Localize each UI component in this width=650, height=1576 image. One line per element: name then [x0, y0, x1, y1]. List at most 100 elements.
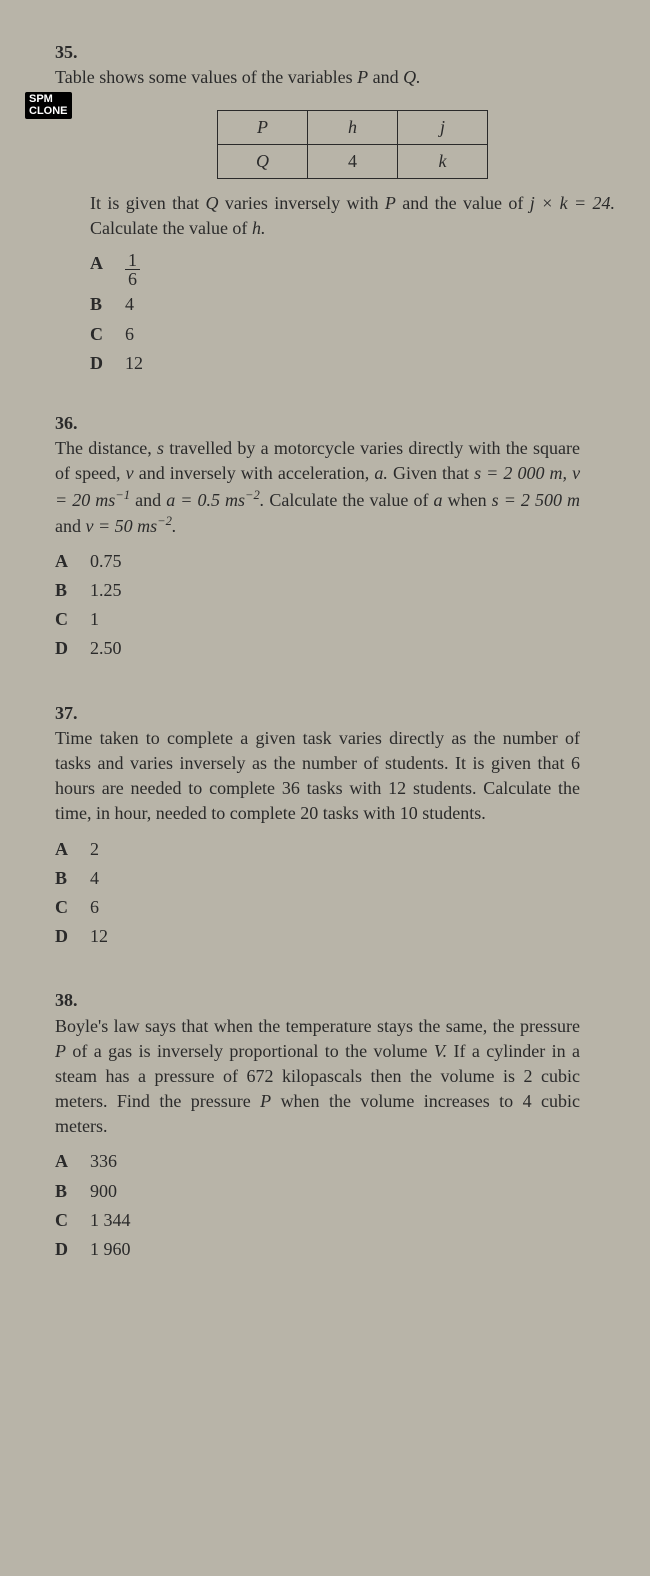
- q35-intro-text: Table shows some values of the variables: [55, 67, 353, 87]
- question-35: 35. Table shows some values of the varia…: [55, 40, 615, 376]
- option-d: D1 960: [55, 1237, 580, 1262]
- q36-eq2sup: −1: [115, 488, 130, 502]
- q36-eq5sup: −2: [157, 514, 172, 528]
- option-a: A 1 6: [90, 251, 615, 288]
- q36-t4: Given that: [393, 463, 469, 483]
- q37-number: 37.: [55, 701, 90, 726]
- q36-t7: when: [448, 490, 487, 510]
- q35-var-q: Q.: [403, 67, 421, 87]
- q36-t3: and inversely with acceleration,: [139, 463, 370, 483]
- opt-value: 1: [90, 607, 99, 632]
- q35-h: h.: [252, 218, 266, 238]
- option-a: A2: [55, 837, 580, 862]
- opt-letter: D: [55, 636, 90, 661]
- table-cell: 4: [308, 144, 398, 178]
- opt-letter: C: [55, 895, 90, 920]
- opt-letter: A: [55, 1149, 90, 1174]
- opt-value: 2.50: [90, 636, 122, 661]
- table-cell: Q: [218, 144, 308, 178]
- opt-value: 6: [90, 895, 99, 920]
- table-cell: P: [218, 110, 308, 144]
- option-d: D12: [55, 924, 580, 949]
- q36-t5: and: [135, 490, 161, 510]
- q37-text: Time taken to complete a given task vari…: [55, 728, 580, 824]
- opt-value: 2: [90, 837, 99, 862]
- table-cell: k: [398, 144, 488, 178]
- q37-body: Time taken to complete a given task vari…: [55, 726, 580, 954]
- q36-eq5a: v = 50 ms: [86, 516, 158, 536]
- opt-value: 1.25: [90, 578, 122, 603]
- frac-num: 1: [125, 251, 140, 270]
- table-cell: h: [308, 110, 398, 144]
- opt-letter: B: [55, 1179, 90, 1204]
- q37-options: A2 B4 C6 D12: [55, 837, 580, 950]
- q36-a: a.: [374, 463, 388, 483]
- q38-v: V.: [434, 1041, 447, 1061]
- q36-eq1: s = 2 000 m,: [474, 463, 567, 483]
- option-a: A0.75: [55, 549, 580, 574]
- q36-s: s: [157, 438, 164, 458]
- q36-t8: and: [55, 516, 81, 536]
- option-c: C6: [55, 895, 580, 920]
- option-a: A336: [55, 1149, 580, 1174]
- q36-eq4: s = 2 500 m: [492, 490, 580, 510]
- opt-value: 336: [90, 1149, 117, 1174]
- q38-p: P: [55, 1041, 66, 1061]
- table-cell: j: [398, 110, 488, 144]
- option-b: B900: [55, 1179, 580, 1204]
- table-row: P h j: [218, 110, 488, 144]
- q38-t2: of a gas is inversely proportional to th…: [72, 1041, 427, 1061]
- option-c: C1: [55, 607, 580, 632]
- option-b: B1.25: [55, 578, 580, 603]
- opt-value: 12: [90, 924, 108, 949]
- q35-q: Q: [205, 193, 218, 213]
- question-38: 38. Boyle's law says that when the tempe…: [55, 988, 615, 1266]
- opt-letter: B: [90, 292, 125, 317]
- q38-t1: Boyle's law says that when the temperatu…: [55, 1016, 580, 1036]
- opt-value: 1 344: [90, 1208, 131, 1233]
- opt-letter: A: [55, 837, 90, 862]
- q36-t6: Calculate the value of: [269, 490, 428, 510]
- spm-clone-badge: SPM CLONE: [25, 92, 72, 118]
- option-c: C6: [90, 322, 615, 347]
- q35-intro: Table shows some values of the variables…: [55, 65, 580, 90]
- q36-t1: The distance,: [55, 438, 152, 458]
- opt-letter: C: [55, 607, 90, 632]
- q36-number: 36.: [55, 411, 90, 436]
- opt-letter: B: [55, 866, 90, 891]
- table-row: Q 4 k: [218, 144, 488, 178]
- q38-number: 38.: [55, 988, 90, 1013]
- q35-number: 35.: [55, 40, 90, 65]
- q36-options: A0.75 B1.25 C1 D2.50: [55, 549, 580, 662]
- option-d: D2.50: [55, 636, 580, 661]
- q38-options: A336 B900 C1 344 D1 960: [55, 1149, 580, 1262]
- opt-value: 4: [90, 866, 99, 891]
- q35-options: A 1 6 B4 C6 D12: [90, 251, 615, 376]
- opt-value: 12: [125, 351, 143, 376]
- q36-eq5end: .: [172, 516, 177, 536]
- opt-letter: D: [55, 924, 90, 949]
- q36-v: v: [126, 463, 134, 483]
- option-b: B4: [90, 292, 615, 317]
- q36-eq3end: .: [260, 490, 265, 510]
- q36-eq3sup: −2: [245, 488, 260, 502]
- opt-letter: C: [90, 322, 125, 347]
- badge-line1: SPM: [29, 93, 68, 105]
- question-37: 37. Time taken to complete a given task …: [55, 701, 615, 954]
- q36-eq3: a = 0.5 ms−2.: [166, 490, 264, 510]
- opt-value: 4: [125, 292, 134, 317]
- q36-body: The distance, s travelled by a motorcycl…: [55, 436, 580, 666]
- opt-value: 1 6: [125, 251, 140, 288]
- q35-body3: and the value of: [402, 193, 523, 213]
- opt-value: 6: [125, 322, 134, 347]
- q35-table: P h j Q 4 k: [217, 110, 488, 179]
- option-c: C1 344: [55, 1208, 580, 1233]
- opt-letter: D: [55, 1237, 90, 1262]
- opt-value: 1 960: [90, 1237, 131, 1262]
- q35-body4: Calculate the value of: [90, 218, 247, 238]
- opt-letter: A: [90, 251, 125, 288]
- q35-body: It is given that Q varies inversely with…: [90, 191, 615, 241]
- q35-body1: It is given that: [90, 193, 199, 213]
- opt-value: 900: [90, 1179, 117, 1204]
- question-36: 36. The distance, s travelled by a motor…: [55, 411, 615, 666]
